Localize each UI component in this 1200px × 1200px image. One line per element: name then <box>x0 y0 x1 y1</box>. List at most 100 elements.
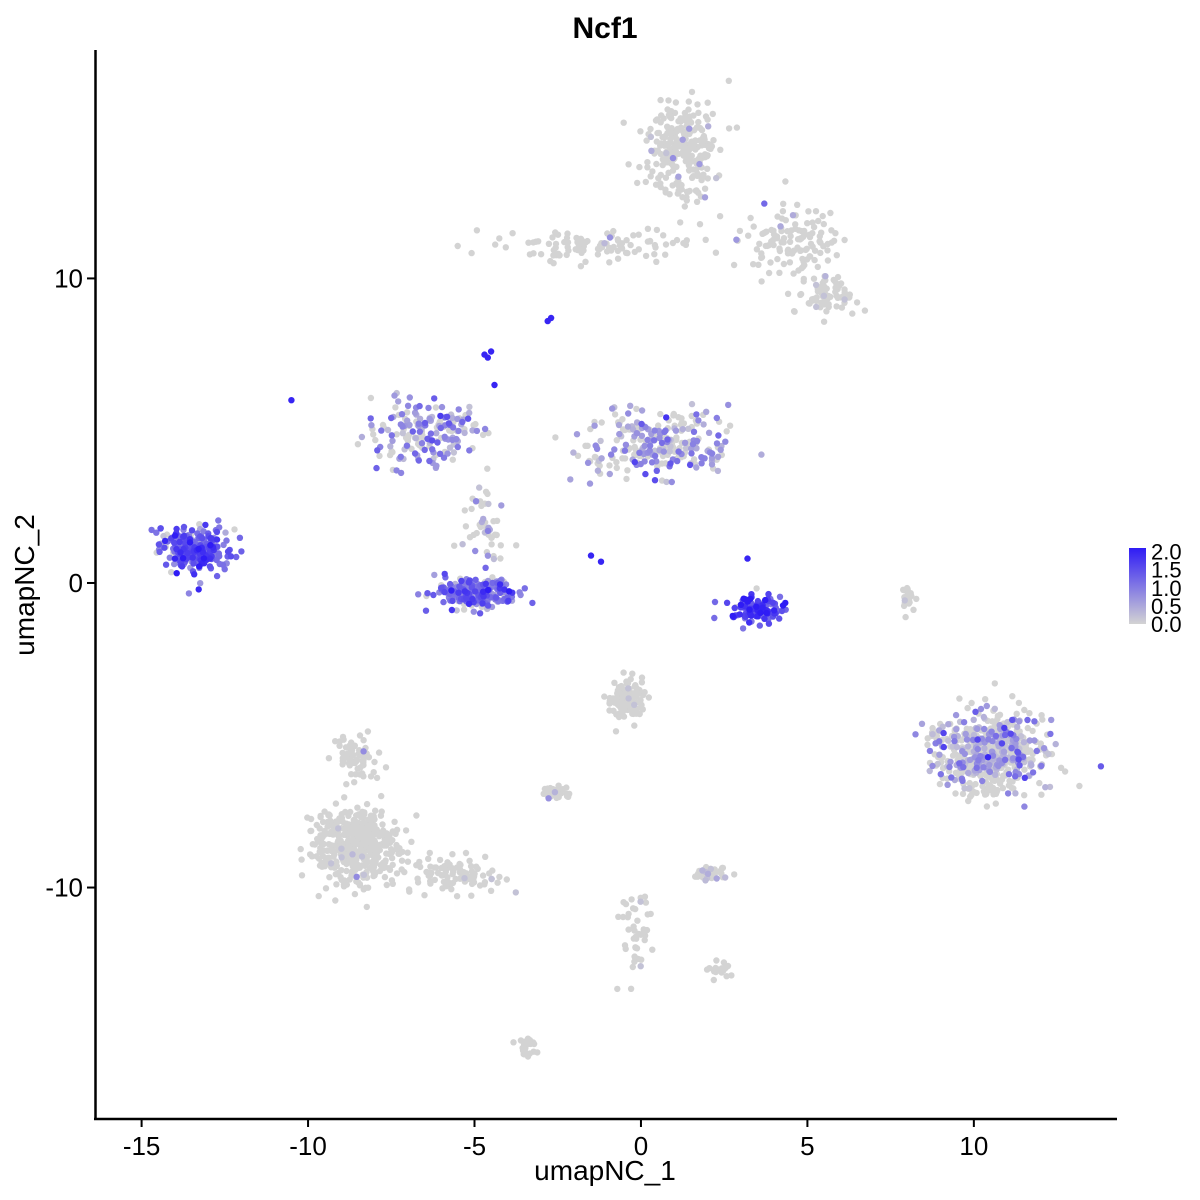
cell-point <box>962 730 969 738</box>
x-tick-label: 10 <box>959 1131 988 1161</box>
cell-point <box>638 420 645 428</box>
cell-point <box>468 505 475 513</box>
cell-point <box>395 398 402 405</box>
cell-point <box>415 420 422 427</box>
cell-point <box>1039 716 1046 723</box>
cell-point <box>335 825 342 832</box>
cell-point <box>998 740 1006 747</box>
cell-point <box>442 868 449 876</box>
cell-point <box>730 261 738 269</box>
cell-point <box>233 553 240 561</box>
cell-point <box>980 764 987 771</box>
cell-point <box>391 818 398 825</box>
cell-point <box>647 133 655 141</box>
cell-point <box>642 899 650 906</box>
cell-point <box>443 413 451 420</box>
cell-point <box>621 705 628 713</box>
cell-point <box>1031 718 1038 725</box>
cell-point <box>631 722 638 729</box>
cell-point <box>638 432 646 439</box>
cell-point <box>332 800 340 807</box>
cell-point <box>673 434 680 441</box>
cell-point <box>965 797 972 805</box>
cell-point <box>635 246 642 253</box>
cell-point <box>1061 768 1069 775</box>
cell-point <box>213 528 221 536</box>
cell-point <box>611 679 618 686</box>
cell-point <box>195 586 202 593</box>
cell-point <box>484 527 492 535</box>
cell-point <box>841 289 848 296</box>
cell-point <box>461 507 468 514</box>
cell-point <box>736 227 744 235</box>
cell-point <box>667 443 674 450</box>
cell-point <box>663 478 670 486</box>
cell-point <box>1036 779 1043 787</box>
cell-point <box>509 230 516 237</box>
cell-point <box>613 700 621 708</box>
cell-point <box>824 247 831 254</box>
cell-point <box>188 527 196 534</box>
cell-point <box>356 771 364 778</box>
cell-point <box>1014 748 1021 755</box>
cell-point <box>979 777 986 785</box>
cell-point <box>339 749 346 757</box>
cell-point <box>482 853 489 860</box>
cell-point <box>481 351 488 358</box>
cell-point <box>782 217 789 224</box>
cell-point <box>635 231 642 238</box>
cell-point <box>184 549 191 557</box>
cell-point <box>1013 710 1020 717</box>
cell-point <box>485 500 492 508</box>
cell-point <box>371 860 379 867</box>
cell-point <box>687 119 695 126</box>
cell-point <box>191 571 198 578</box>
cell-point <box>550 252 557 259</box>
cell-point <box>319 818 327 826</box>
cell-point <box>992 800 999 807</box>
cell-point <box>704 175 711 182</box>
cell-point <box>458 577 465 585</box>
cell-point <box>614 247 622 255</box>
cell-point <box>681 203 688 210</box>
cell-point <box>710 137 717 144</box>
cell-point <box>986 761 993 769</box>
cell-point <box>952 769 960 776</box>
cell-point <box>611 446 618 453</box>
cell-point <box>918 720 926 727</box>
cell-point <box>822 273 829 280</box>
cell-point <box>814 263 821 271</box>
cell-point <box>450 449 458 456</box>
cell-point <box>622 900 630 908</box>
cell-point <box>496 873 503 881</box>
cell-point <box>924 741 931 748</box>
cell-point <box>486 870 493 877</box>
cell-point <box>411 450 419 457</box>
cell-point <box>750 223 757 230</box>
cell-point <box>593 445 601 452</box>
cell-point <box>681 439 689 446</box>
cell-point <box>723 973 730 980</box>
cell-point <box>733 124 741 131</box>
cell-point <box>586 480 594 487</box>
cell-point <box>669 167 677 174</box>
cell-point <box>966 785 973 792</box>
cell-point <box>780 200 787 207</box>
cell-point <box>438 403 446 411</box>
cell-point <box>1047 730 1054 738</box>
cell-point <box>347 808 354 816</box>
cell-point <box>1016 762 1023 769</box>
cell-point <box>700 421 707 428</box>
cell-point <box>178 563 186 570</box>
cell-point <box>459 541 466 548</box>
cell-point <box>686 187 693 195</box>
cell-point <box>399 423 406 430</box>
cell-point <box>448 587 455 594</box>
cell-point <box>726 422 734 429</box>
cell-point <box>744 555 751 562</box>
cell-point <box>563 251 570 259</box>
cell-point <box>367 817 374 824</box>
cell-point <box>338 845 345 852</box>
cell-point <box>582 442 589 449</box>
